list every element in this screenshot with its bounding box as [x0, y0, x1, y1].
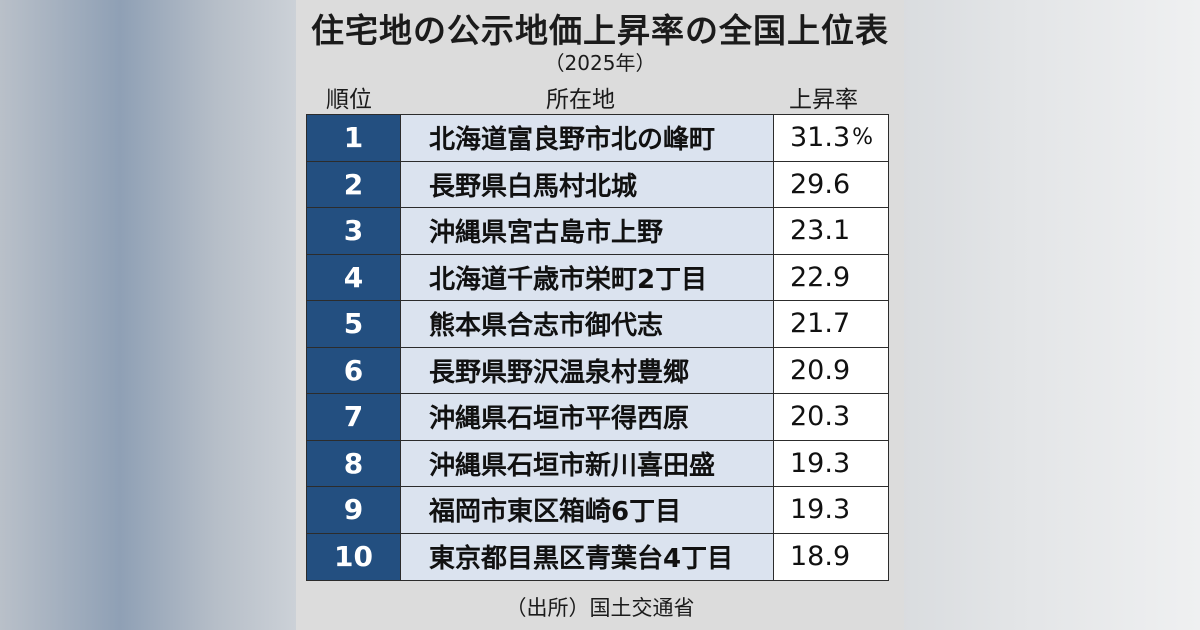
rate-cell: 29.6 [774, 161, 888, 207]
location-cell: 熊本県合志市御代志 [401, 301, 774, 347]
chart-subtitle: （2025年） [544, 51, 656, 75]
rank-cell: 4 [307, 254, 401, 300]
rate-unit: % [852, 125, 874, 151]
rate-value: 31.3 [790, 122, 851, 154]
rank-cell: 6 [307, 347, 401, 393]
table-row: 8 沖縄県石垣市新川喜田盛 19.3 [307, 440, 888, 487]
rate-value: 20.9 [790, 354, 851, 386]
rate-cell: 31.3% [774, 115, 888, 161]
rate-cell: 23.1 [774, 208, 888, 254]
location-cell: 長野県野沢温泉村豊郷 [401, 347, 774, 393]
table-row: 1 北海道富良野市北の峰町 31.3% [307, 115, 888, 162]
rate-cell: 20.9 [774, 347, 888, 393]
rate-cell: 22.9 [774, 254, 888, 300]
location-cell: 福岡市東区箱崎6丁目 [401, 487, 774, 533]
rate-value: 23.1 [790, 215, 851, 247]
rank-cell: 10 [307, 533, 401, 580]
table-row: 7 沖縄県石垣市平得西原 20.3 [307, 394, 888, 441]
rate-value: 18.9 [790, 541, 851, 573]
rank-cell: 3 [307, 208, 401, 254]
rate-value: 20.3 [790, 401, 851, 433]
location-cell: 沖縄県石垣市新川喜田盛 [401, 440, 774, 486]
location-cell: 沖縄県宮古島市上野 [401, 208, 774, 254]
table-row: 6 長野県野沢温泉村豊郷 20.9 [307, 347, 888, 394]
rate-value: 22.9 [790, 261, 851, 293]
location-cell: 長野県白馬村北城 [401, 161, 774, 207]
location-cell: 北海道富良野市北の峰町 [401, 115, 774, 161]
rate-cell: 21.7 [774, 301, 888, 347]
table-row: 4 北海道千歳市栄町2丁目 22.9 [307, 254, 888, 301]
rank-cell: 2 [307, 161, 401, 207]
table-row: 5 熊本県合志市御代志 21.7 [307, 301, 888, 348]
header-location: 所在地 [546, 87, 615, 113]
rate-cell: 19.3 [774, 487, 888, 533]
table-row: 9 福岡市東区箱崎6丁目 19.3 [307, 487, 888, 534]
rank-cell: 9 [307, 487, 401, 533]
location-cell: 沖縄県石垣市平得西原 [401, 394, 774, 440]
header-rate: 上昇率 [789, 87, 858, 113]
rate-value: 19.3 [790, 447, 851, 479]
header-rank: 順位 [326, 87, 372, 113]
rank-cell: 5 [307, 301, 401, 347]
rate-cell: 19.3 [774, 440, 888, 486]
location-cell: 東京都目黒区青葉台4丁目 [401, 533, 774, 580]
rate-cell: 20.3 [774, 394, 888, 440]
source-note: （出所）国土交通省 [505, 596, 695, 620]
table-row: 3 沖縄県宮古島市上野 23.1 [307, 208, 888, 255]
table-row: 2 長野県白馬村北城 29.6 [307, 161, 888, 208]
rank-cell: 8 [307, 440, 401, 486]
rate-value: 21.7 [790, 308, 851, 340]
rate-value: 19.3 [790, 494, 851, 526]
rank-cell: 1 [307, 115, 401, 161]
rate-cell: 18.9 [774, 533, 888, 580]
rate-value: 29.6 [790, 168, 851, 200]
rank-cell: 7 [307, 394, 401, 440]
location-cell: 北海道千歳市栄町2丁目 [401, 254, 774, 300]
table-row: 10 東京都目黒区青葉台4丁目 18.9 [307, 533, 888, 580]
chart-title: 住宅地の公示地価上昇率の全国上位表 [311, 11, 889, 50]
ranking-panel: 住宅地の公示地価上昇率の全国上位表 （2025年） 順位 所在地 上昇率 1 北海… [296, 0, 904, 630]
ranking-table: 1 北海道富良野市北の峰町 31.3% 2 長野県白馬村北城 29.6 3 沖縄県宮古島市上野… [306, 114, 889, 581]
